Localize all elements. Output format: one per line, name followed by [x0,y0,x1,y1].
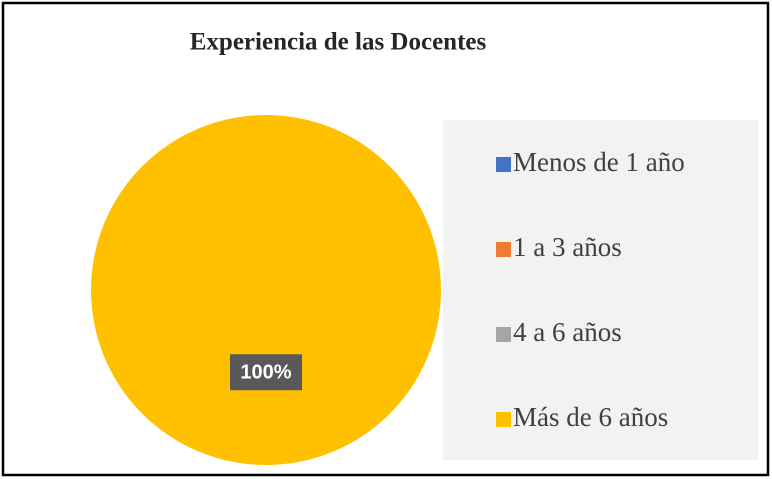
legend-label: Menos de 1 año [513,147,685,177]
data-label-box [230,354,302,391]
legend-label: 1 a 3 años [513,232,622,262]
chart-title: Experiencia de las Docentes [190,29,487,56]
legend-box [443,120,758,460]
data-label: 100% [240,362,291,384]
legend-swatch [496,157,511,172]
pie-slice [91,115,441,465]
legend-swatch [496,242,511,257]
legend-swatch [496,412,511,427]
legend-swatch [496,327,511,342]
legend-label: Más de 6 años [513,402,668,432]
legend-label: 4 a 6 años [513,317,622,347]
